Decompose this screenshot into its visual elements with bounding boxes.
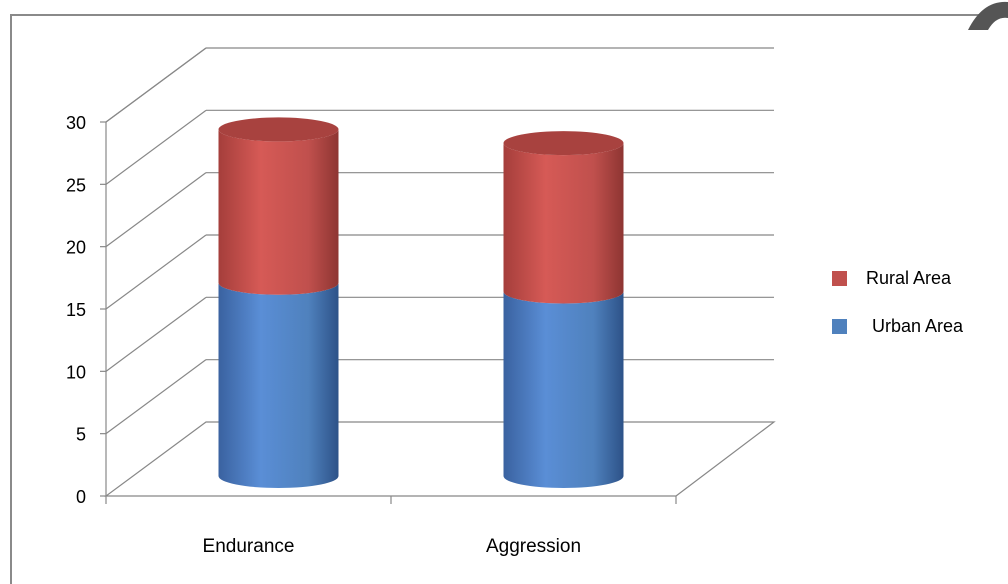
bar-top-cap — [503, 131, 624, 156]
legend-item-urban: Urban Area — [832, 314, 963, 338]
legend-label-rural: Rural Area — [866, 267, 952, 288]
legend-swatch-urban — [832, 318, 847, 334]
gridline-side — [105, 47, 207, 123]
y-tick-label: 20 — [66, 238, 86, 258]
legend-label-urban: Urban Area — [872, 315, 964, 336]
corner-decoration-icon — [968, 1, 1008, 30]
legend-swatch-rural — [832, 270, 847, 286]
gridline-side — [105, 172, 207, 248]
chart-floor — [104, 421, 776, 497]
bar-top-cap — [218, 117, 339, 142]
y-tick-label: 30 — [66, 113, 86, 133]
x-category-label: Endurance — [203, 536, 295, 557]
y-tick-label: 5 — [76, 425, 86, 445]
chart-legend: Rural Area Urban Area — [832, 266, 963, 362]
bar-segment-urban — [218, 282, 339, 488]
gridline-side — [105, 296, 207, 372]
gridline-side — [105, 109, 207, 185]
x-category-label: Aggression — [486, 536, 581, 557]
chart-frame — [10, 14, 1000, 584]
y-tick-label: 0 — [76, 487, 86, 507]
bar-segment-rural — [218, 129, 339, 295]
bar-segment-urban — [503, 291, 624, 488]
y-tick-label: 15 — [66, 300, 86, 320]
bar-segment-rural — [503, 143, 624, 304]
y-tick-label: 25 — [66, 175, 86, 195]
y-tick-label: 10 — [66, 362, 86, 382]
gridline-side — [105, 359, 207, 435]
gridline-side — [105, 234, 207, 310]
legend-item-rural: Rural Area — [832, 266, 963, 290]
